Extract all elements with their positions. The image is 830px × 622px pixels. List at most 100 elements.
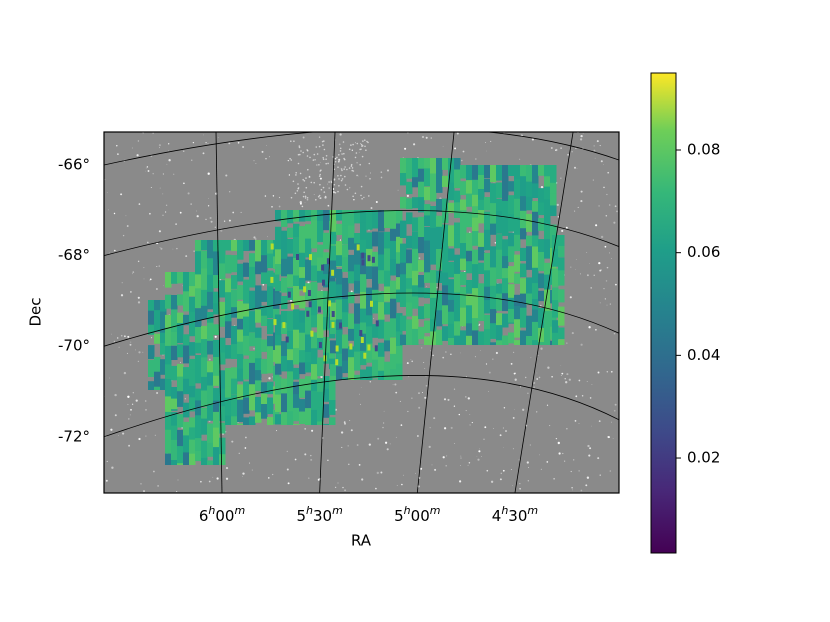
- footprint-tile: [502, 278, 509, 305]
- footprint-tile: [460, 258, 467, 271]
- footprint-tile: [189, 439, 196, 456]
- footprint-tile: [478, 232, 485, 249]
- star: [127, 395, 130, 398]
- star: [168, 150, 169, 152]
- footprint-tile: [296, 254, 299, 260]
- star: [425, 384, 428, 387]
- footprint-tile: [336, 255, 343, 266]
- footprint-tile: [195, 288, 202, 309]
- footprint-tile: [484, 252, 491, 277]
- footprint-tile: [342, 334, 349, 357]
- footprint-tile: [282, 322, 286, 329]
- star: [153, 470, 155, 473]
- footprint-tile: [359, 330, 363, 336]
- star: [607, 436, 609, 438]
- footprint-tile: [237, 318, 244, 337]
- star: [429, 427, 431, 429]
- footprint-tile: [311, 300, 318, 320]
- footprint-tile: [195, 308, 202, 332]
- footprint-tile: [478, 246, 485, 261]
- footprint-tile: [430, 227, 437, 247]
- footprint-tile: [478, 175, 485, 198]
- footprint-tile: [496, 182, 503, 198]
- footprint-tile: [472, 330, 479, 345]
- star: [402, 474, 405, 476]
- star: [350, 165, 353, 167]
- star: [154, 434, 156, 436]
- footprint-tile: [412, 296, 419, 309]
- footprint-tile: [336, 366, 343, 380]
- footprint-tile: [442, 246, 449, 268]
- star: [321, 140, 324, 143]
- footprint-tile: [396, 363, 403, 380]
- footprint-tile: [348, 368, 355, 380]
- footprint-tile: [318, 306, 321, 313]
- footprint-tile: [544, 262, 551, 279]
- footprint-tile: [219, 240, 226, 266]
- footprint-tile: [552, 300, 559, 318]
- footprint-tile: [275, 264, 282, 275]
- footprint-tile: [231, 394, 238, 419]
- star: [580, 134, 583, 138]
- footprint-tile: [293, 286, 300, 305]
- footprint-tile: [406, 249, 413, 266]
- star: [348, 148, 351, 151]
- star: [600, 160, 603, 163]
- star: [376, 471, 379, 475]
- footprint-tile: [372, 289, 379, 305]
- star: [303, 180, 306, 182]
- footprint-tile: [281, 322, 288, 334]
- footprint-tile: [430, 183, 437, 202]
- star: [248, 462, 251, 464]
- footprint-tile: [454, 202, 461, 218]
- star: [417, 435, 419, 437]
- footprint-tile: [275, 363, 282, 375]
- footprint-tile: [189, 453, 196, 465]
- footprint-tile: [360, 322, 367, 344]
- star: [203, 134, 204, 136]
- footprint-tile: [390, 353, 397, 376]
- star: [394, 383, 397, 386]
- footprint-tile: [225, 278, 232, 305]
- star: [181, 427, 183, 429]
- footprint-tile: [177, 463, 184, 465]
- star: [580, 200, 583, 203]
- footprint-tile: [201, 390, 208, 407]
- star: [353, 198, 355, 201]
- footprint-tile: [275, 292, 282, 305]
- star: [410, 359, 412, 360]
- star: [146, 241, 149, 244]
- footprint-tile: [207, 372, 214, 398]
- footprint-tile: [454, 335, 461, 345]
- star: [315, 146, 318, 148]
- star: [187, 192, 190, 195]
- star: [228, 142, 231, 145]
- star: [276, 430, 278, 432]
- footprint-tile: [219, 352, 226, 365]
- footprint-tile: [532, 201, 539, 222]
- footprint-tile: [195, 450, 202, 462]
- footprint-tile: [281, 210, 288, 227]
- footprint-tile: [354, 374, 361, 380]
- star: [182, 285, 184, 287]
- footprint-tile: [291, 303, 295, 310]
- star: [512, 231, 514, 233]
- footprint-tile: [225, 415, 232, 425]
- footprint-tile: [361, 259, 365, 266]
- star: [476, 455, 478, 457]
- footprint-tile: [207, 442, 214, 457]
- footprint-tile: [384, 231, 391, 251]
- footprint-tile: [490, 323, 497, 339]
- footprint-tile: [508, 165, 515, 176]
- star: [159, 247, 161, 249]
- footprint-tile: [261, 240, 268, 260]
- star: [514, 372, 516, 374]
- footprint-tile: [323, 337, 330, 361]
- footprint-tile: [374, 345, 378, 352]
- footprint-tile: [207, 312, 214, 332]
- star: [598, 261, 601, 265]
- star: [570, 266, 572, 268]
- footprint-tile: [293, 258, 300, 277]
- star: [588, 326, 591, 329]
- footprint-tile: [329, 358, 336, 370]
